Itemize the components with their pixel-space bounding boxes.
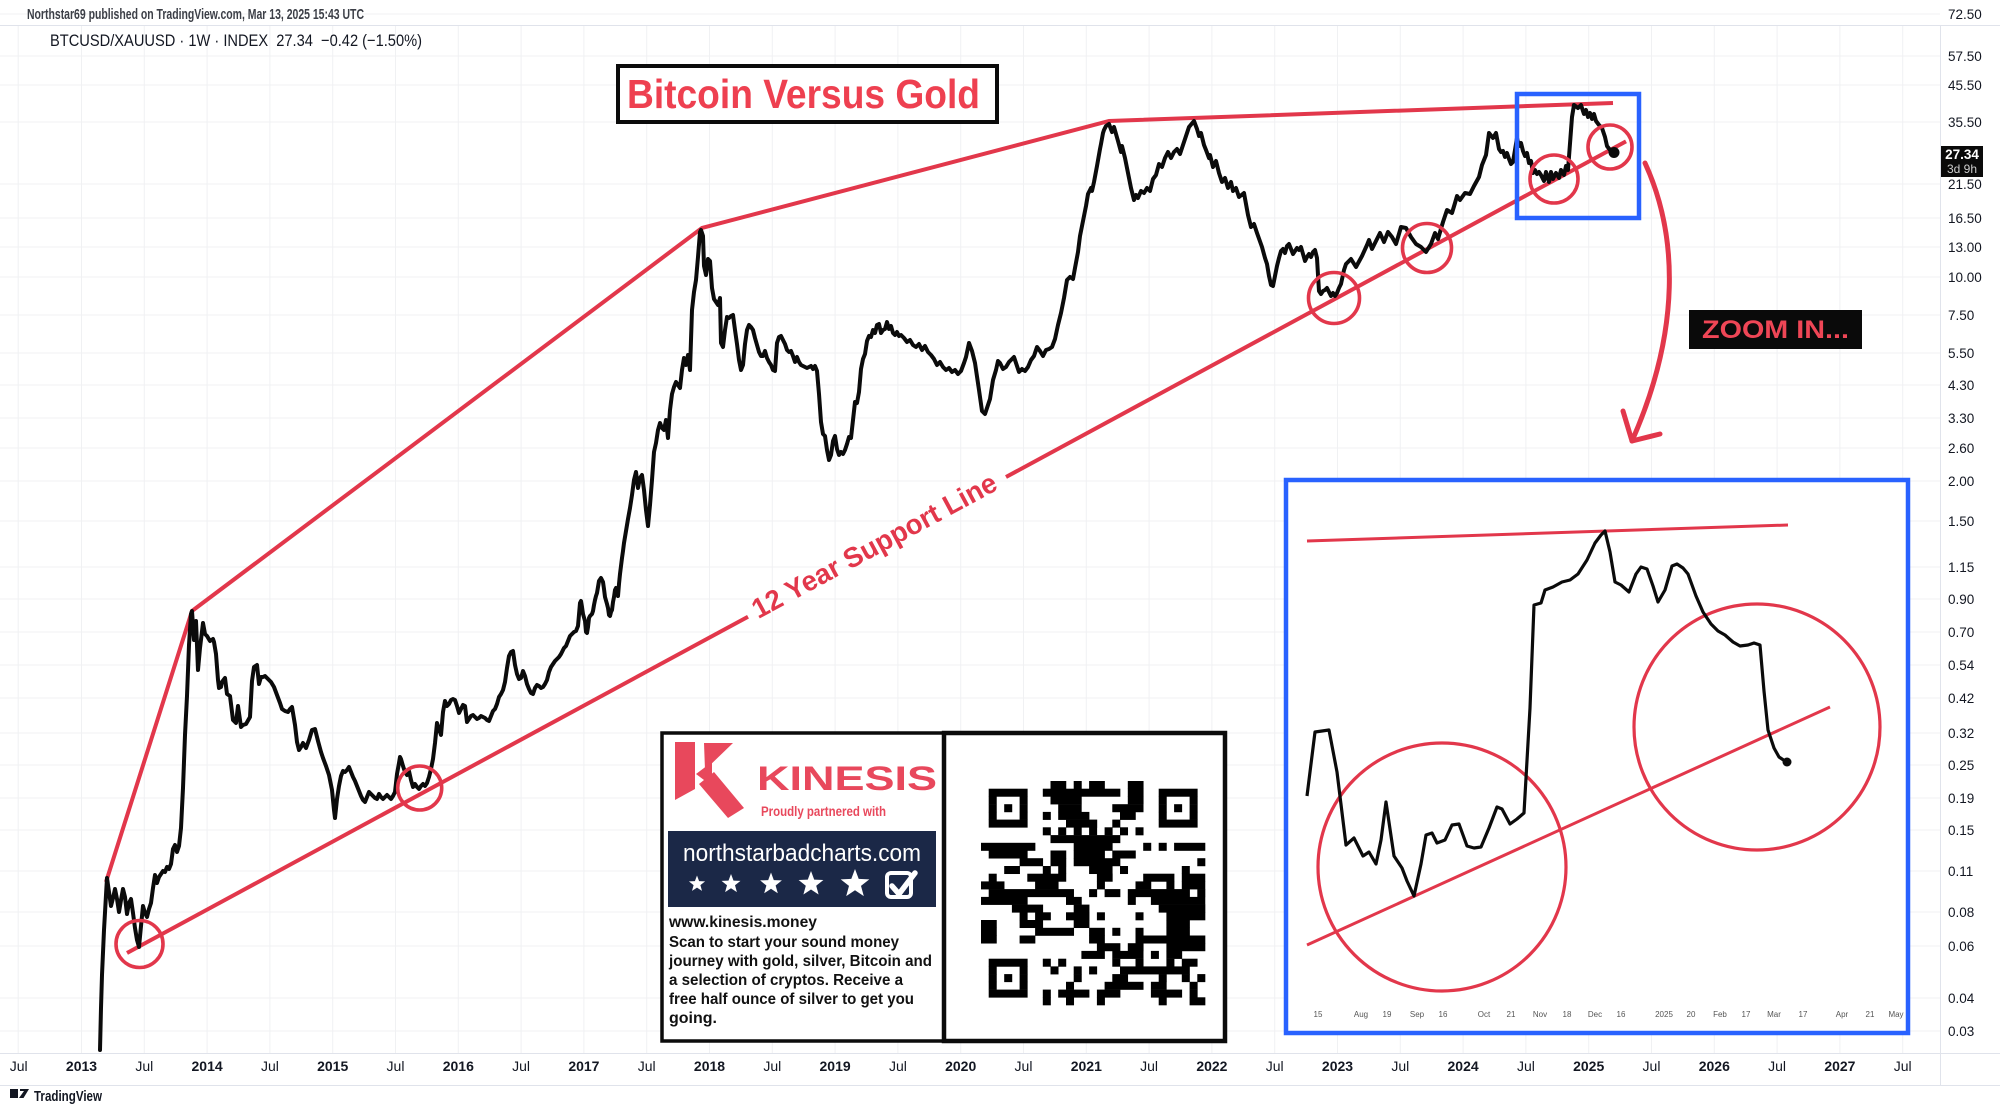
- svg-text:Jul: Jul: [1391, 1058, 1409, 1074]
- svg-text:0.25: 0.25: [1948, 758, 1974, 773]
- svg-text:Jul: Jul: [512, 1058, 530, 1074]
- svg-text:Feb: Feb: [1713, 1010, 1727, 1019]
- svg-text:Jul: Jul: [1140, 1058, 1158, 1074]
- svg-text:7.50: 7.50: [1948, 308, 1974, 323]
- svg-text:Jul: Jul: [1768, 1058, 1786, 1074]
- svg-text:Bitcoin Versus Gold: Bitcoin Versus Gold: [627, 71, 980, 117]
- svg-text:Oct: Oct: [1478, 1010, 1491, 1019]
- svg-text:free half ounce of silver to g: free half ounce of silver to get you: [669, 991, 914, 1008]
- svg-text:0.04: 0.04: [1948, 991, 1975, 1006]
- svg-text:2.60: 2.60: [1948, 441, 1974, 456]
- svg-text:Jul: Jul: [1517, 1058, 1535, 1074]
- svg-text:57.50: 57.50: [1948, 49, 1982, 64]
- svg-text:2017: 2017: [568, 1058, 599, 1074]
- svg-text:35.50: 35.50: [1948, 115, 1982, 130]
- svg-text:BTCUSD/XAUUSD · 1W · INDEX 27: BTCUSD/XAUUSD · 1W · INDEX 27.34 −0.42 (…: [50, 31, 422, 50]
- svg-text:Jul: Jul: [261, 1058, 279, 1074]
- svg-text:Dec: Dec: [1588, 1010, 1602, 1019]
- svg-text:Jul: Jul: [1643, 1058, 1661, 1074]
- svg-text:2016: 2016: [443, 1058, 474, 1074]
- svg-text:2.00: 2.00: [1948, 474, 1974, 489]
- svg-text:Mar: Mar: [1767, 1010, 1781, 1019]
- svg-text:2019: 2019: [820, 1058, 851, 1074]
- svg-text:2015: 2015: [317, 1058, 348, 1074]
- svg-text:Apr: Apr: [1836, 1010, 1849, 1019]
- svg-text:KINESIS: KINESIS: [757, 760, 937, 798]
- svg-text:16: 16: [1439, 1010, 1448, 1019]
- svg-text:27.34: 27.34: [1945, 147, 1979, 162]
- svg-text:Jul: Jul: [889, 1058, 907, 1074]
- svg-text:45.50: 45.50: [1948, 78, 1982, 93]
- svg-text:0.54: 0.54: [1948, 658, 1975, 673]
- svg-text:21: 21: [1507, 1010, 1516, 1019]
- svg-text:16.50: 16.50: [1948, 211, 1982, 226]
- svg-text:17: 17: [1742, 1010, 1751, 1019]
- svg-text:2013: 2013: [66, 1058, 97, 1074]
- svg-text:20: 20: [1687, 1010, 1696, 1019]
- svg-text:2022: 2022: [1196, 1058, 1227, 1074]
- svg-text:72.50: 72.50: [1948, 7, 1982, 22]
- svg-text:May: May: [1888, 1010, 1903, 1019]
- svg-text:10.00: 10.00: [1948, 270, 1982, 285]
- svg-text:15: 15: [1314, 1010, 1323, 1019]
- svg-text:16: 16: [1617, 1010, 1626, 1019]
- svg-text:Jul: Jul: [1015, 1058, 1033, 1074]
- svg-text:Jul: Jul: [638, 1058, 656, 1074]
- svg-text:21.50: 21.50: [1948, 177, 1982, 192]
- svg-text:21: 21: [1866, 1010, 1875, 1019]
- svg-text:2025: 2025: [1655, 1010, 1673, 1019]
- svg-text:TradingView: TradingView: [34, 1088, 102, 1105]
- svg-text:4.30: 4.30: [1948, 378, 1974, 393]
- svg-text:0.06: 0.06: [1948, 939, 1974, 954]
- svg-text:2021: 2021: [1071, 1058, 1102, 1074]
- svg-text:going.: going.: [669, 1010, 717, 1027]
- svg-text:2025: 2025: [1573, 1058, 1604, 1074]
- svg-text:Jul: Jul: [1894, 1058, 1912, 1074]
- svg-text:0.42: 0.42: [1948, 691, 1974, 706]
- svg-text:0.03: 0.03: [1948, 1024, 1974, 1039]
- svg-text:a selection of cryptos. Receiv: a selection of cryptos. Receive a: [669, 972, 903, 989]
- svg-text:2027: 2027: [1824, 1058, 1855, 1074]
- svg-text:Jul: Jul: [135, 1058, 153, 1074]
- svg-text:www.kinesis.money: www.kinesis.money: [668, 914, 817, 931]
- svg-text:Jul: Jul: [10, 1058, 28, 1074]
- svg-text:2014: 2014: [192, 1058, 223, 1074]
- svg-text:5.50: 5.50: [1948, 346, 1974, 361]
- svg-text:0.15: 0.15: [1948, 823, 1974, 838]
- svg-text:2026: 2026: [1699, 1058, 1730, 1074]
- svg-text:ZOOM IN...: ZOOM IN...: [1702, 316, 1849, 344]
- svg-text:2023: 2023: [1322, 1058, 1353, 1074]
- svg-text:0.90: 0.90: [1948, 592, 1974, 607]
- svg-text:13.00: 13.00: [1948, 240, 1982, 255]
- svg-text:18: 18: [1563, 1010, 1572, 1019]
- svg-text:northstarbadcharts.com: northstarbadcharts.com: [683, 840, 921, 867]
- svg-text:Proudly partnered with: Proudly partnered with: [761, 804, 886, 819]
- svg-text:Jul: Jul: [763, 1058, 781, 1074]
- svg-text:0.19: 0.19: [1948, 791, 1974, 806]
- svg-text:Aug: Aug: [1354, 1010, 1368, 1019]
- svg-text:3.30: 3.30: [1948, 411, 1974, 426]
- svg-text:Nov: Nov: [1533, 1010, 1547, 1019]
- svg-text:19: 19: [1383, 1010, 1392, 1019]
- svg-text:3d 9h: 3d 9h: [1947, 162, 1977, 176]
- svg-text:0.32: 0.32: [1948, 726, 1974, 741]
- svg-text:1.15: 1.15: [1948, 560, 1974, 575]
- svg-text:journey with gold, silver, Bit: journey with gold, silver, Bitcoin and: [668, 953, 932, 970]
- svg-text:2020: 2020: [945, 1058, 976, 1074]
- svg-text:0.08: 0.08: [1948, 905, 1974, 920]
- svg-text:17: 17: [1799, 1010, 1808, 1019]
- svg-text:Sep: Sep: [1410, 1010, 1425, 1019]
- svg-text:2024: 2024: [1448, 1058, 1479, 1074]
- svg-text:Jul: Jul: [1266, 1058, 1284, 1074]
- svg-text:Scan to start your sound money: Scan to start your sound money: [669, 934, 899, 951]
- svg-text:0.70: 0.70: [1948, 625, 1974, 640]
- svg-text:1.50: 1.50: [1948, 514, 1974, 529]
- svg-text:2018: 2018: [694, 1058, 725, 1074]
- svg-text:Northstar69 published on Tradi: Northstar69 published on TradingView.com…: [27, 6, 364, 23]
- svg-text:0.11: 0.11: [1948, 864, 1973, 879]
- svg-text:Jul: Jul: [387, 1058, 405, 1074]
